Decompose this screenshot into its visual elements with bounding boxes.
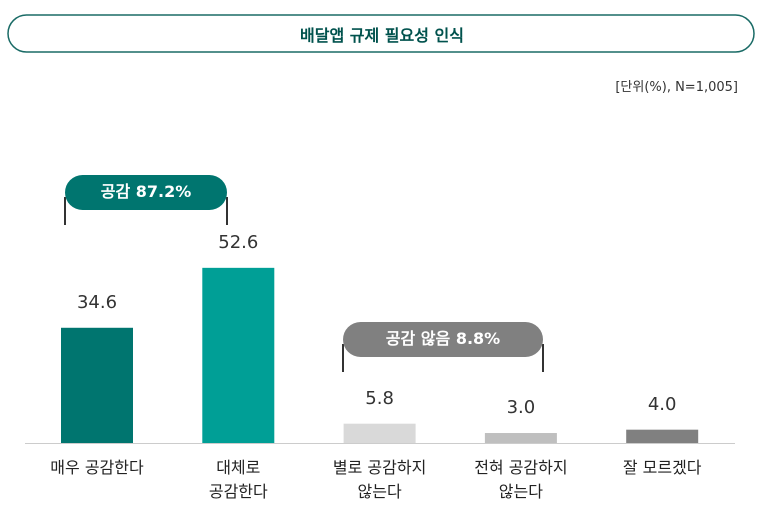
value-label: 5.8 (365, 387, 394, 409)
x-tick-label: 전혀 공감하지 않는다 (474, 458, 568, 501)
x-tick-label: 별로 공감하지 않는다 (332, 458, 427, 501)
bar (202, 267, 275, 443)
bar (626, 429, 699, 443)
annotation-label: 공감 않음 8.8% (385, 329, 501, 348)
bar (484, 433, 557, 443)
value-label: 3.0 (506, 397, 536, 418)
bar (343, 423, 416, 443)
x-tick-label: 잘 모르겠다 (622, 458, 702, 477)
x-tick-label: 대체로 공감한다 (208, 458, 268, 501)
annotation-pill (343, 322, 543, 357)
value-label: 4.0 (647, 393, 677, 415)
bracket (64, 197, 228, 225)
unit-note: [단위(%), N=1,005] (615, 80, 738, 95)
value-label: 34.6 (76, 291, 118, 313)
bar (61, 327, 133, 443)
x-tick-label: 매우 공감한다 (50, 458, 144, 477)
bracket (342, 344, 544, 372)
title-frame (7, 14, 755, 53)
chart-title: 배달앱 규제 필요성 인식 (300, 26, 464, 45)
annotation-label: 공감 87.2% (100, 182, 192, 201)
value-label: 52.6 (218, 231, 259, 253)
annotation-pill (65, 175, 227, 210)
